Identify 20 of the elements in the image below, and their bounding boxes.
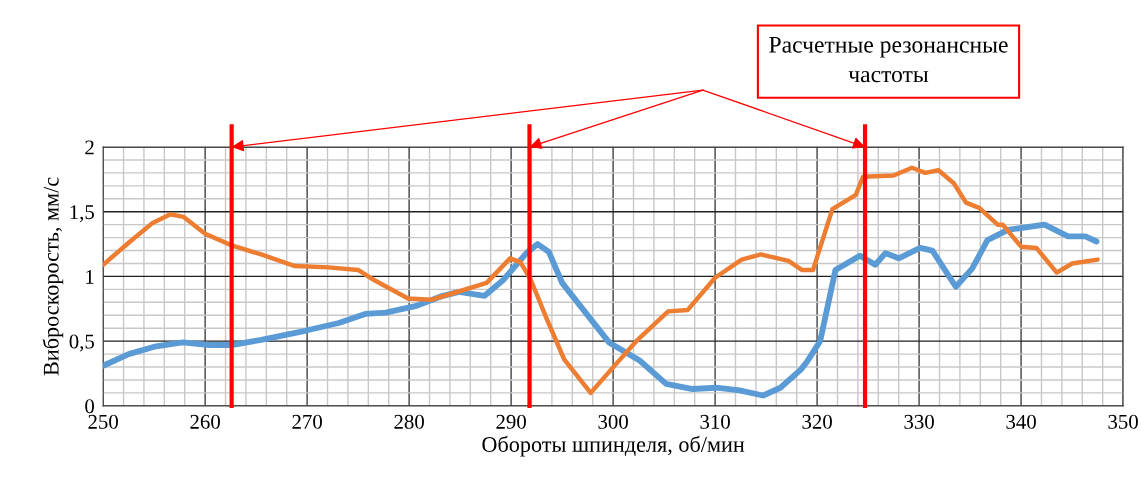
x-axis-title: Обороты шпинделя, об/мин bbox=[482, 435, 745, 457]
x-tick-label: 290 bbox=[496, 414, 526, 429]
x-tick-label: 260 bbox=[190, 414, 220, 429]
x-tick-label: 280 bbox=[394, 414, 424, 429]
x-tick-label: 300 bbox=[598, 414, 628, 429]
y-tick-label: 0 bbox=[85, 399, 95, 414]
x-tick-label: 330 bbox=[904, 414, 934, 429]
x-tick-label: 250 bbox=[88, 414, 118, 429]
x-tick-label: 310 bbox=[700, 414, 730, 429]
y-tick-label: 0,5 bbox=[69, 334, 94, 352]
x-tick-label: 320 bbox=[802, 414, 832, 429]
y-tick-label: 2 bbox=[85, 140, 94, 155]
x-tick-label: 340 bbox=[1006, 414, 1036, 429]
y-tick-label: 1,5 bbox=[70, 205, 94, 223]
x-tick-label: 350 bbox=[1108, 414, 1138, 429]
x-tick-label: 270 bbox=[292, 414, 322, 429]
text: Расчетные резонансные частоты bbox=[769, 37, 1008, 83]
line-series bbox=[103, 165, 1100, 396]
y-axis-title: Виброскорость, мм/с bbox=[42, 177, 64, 376]
y-tick-label: 1 bbox=[86, 269, 94, 284]
